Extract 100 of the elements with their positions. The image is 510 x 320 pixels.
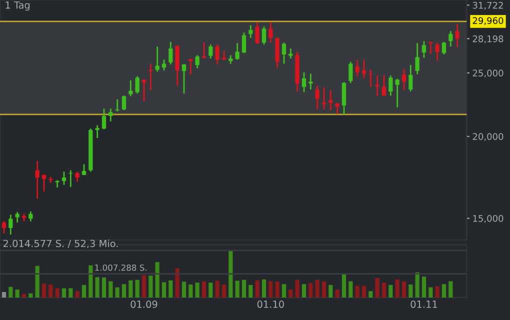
candlestick [455,23,460,48]
bar [215,280,220,298]
candlestick [195,54,200,69]
ref-line-label: 29,960 [472,17,504,25]
candlestick [402,68,406,91]
candlestick [395,78,400,108]
bar [115,287,120,298]
candlestick [442,41,446,56]
candlestick [188,58,193,75]
bar [168,280,173,298]
candlestick [328,89,333,111]
bar [435,286,440,298]
candlestick [342,82,346,116]
candlestick [242,32,246,54]
bar [82,284,86,298]
bar [388,284,393,298]
candlestick [422,40,426,58]
candlestick [308,72,313,90]
bar [155,262,160,298]
candlestick [102,108,106,130]
candlestick [355,60,360,77]
y-tick-label: 15,000 [473,215,504,223]
candlestick [248,24,253,39]
candlestick [8,214,13,236]
candlestick [435,42,440,62]
bar [175,268,180,298]
bar [428,287,433,298]
ref-line-label: 1.007.288 S. [95,264,146,271]
candlestick [168,41,173,66]
bar [195,282,200,298]
bar [108,281,113,298]
y-tick-label: 28,198 [472,35,504,44]
bar [248,284,253,298]
bar [28,293,33,298]
bar [122,284,126,298]
bar [282,284,286,298]
candlestick [268,21,273,44]
bar [188,284,193,298]
candlestick [108,108,113,122]
candlestick [408,64,413,92]
candlestick [315,84,320,110]
candlestick [288,48,293,60]
bar [102,278,106,298]
candlestick [382,74,386,97]
candlestick [182,63,186,94]
bar [408,284,413,298]
candlestick [215,44,220,66]
bar [448,281,453,298]
bar [315,280,320,298]
candlestick [162,58,166,72]
candlestick [15,211,20,224]
bar [62,288,66,298]
bar [68,288,73,298]
bar [75,291,80,298]
candlestick [35,160,40,200]
bar [348,281,353,298]
bar [288,290,293,298]
bar [375,278,380,298]
bar [395,279,400,298]
bar [162,282,166,298]
bar [182,282,186,298]
candlestick [122,94,126,111]
candlestick [62,171,66,186]
candlestick [42,174,46,192]
bar [342,274,346,298]
bar [335,290,340,298]
bar [242,280,246,298]
candlestick [375,74,380,97]
candlestick [348,61,353,84]
bar [148,276,153,298]
bar [368,291,373,298]
ref-line-label: 2.014.577 S. / 52,3 Mio. [3,240,118,248]
bar [442,284,446,298]
candlestick [48,176,53,184]
candlestick [255,21,260,45]
y-tick-label: 31,722 [472,2,503,10]
candlestick [235,42,240,60]
bar [268,281,273,298]
bar [322,281,326,298]
bar [42,284,46,298]
candlestick [415,42,420,75]
bar [35,266,40,298]
bar [128,280,133,298]
bar [142,275,146,298]
x-tick-label: 01.09 [130,300,158,308]
bar [8,286,13,298]
candlestick [262,26,266,46]
x-tick-label: 01.11 [410,300,438,308]
candlestick [95,124,100,139]
bar [262,279,266,298]
bar [222,284,226,298]
bar [202,281,206,298]
candlestick [275,37,280,68]
candlestick [302,72,306,93]
candlestick [448,30,453,48]
candlestick [208,44,213,60]
bar [415,272,420,298]
candlestick [135,76,140,94]
bar [355,286,360,298]
y-tick-label: 25,000 [472,70,504,78]
